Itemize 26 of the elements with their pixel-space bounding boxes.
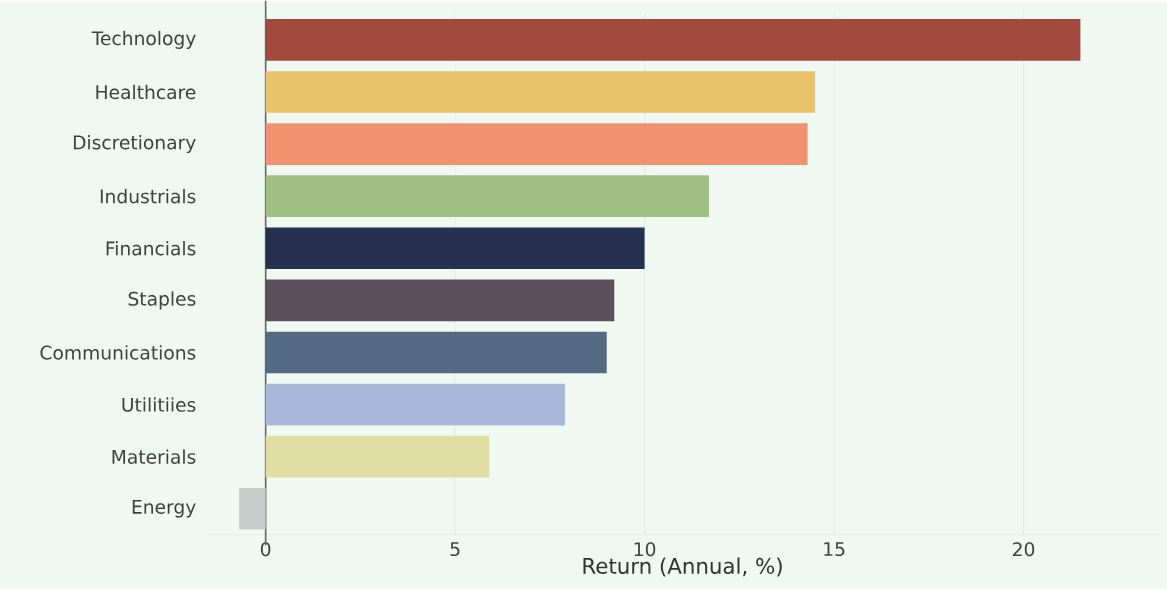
- y-tick-label: Utilitiies: [122, 397, 196, 412]
- y-tick-label: Discretionary: [73, 135, 196, 154]
- x-tick-label: 20: [1013, 542, 1035, 557]
- bar: [239, 488, 266, 530]
- x-tick-label: 10: [634, 542, 656, 557]
- y-tick-label: Technology: [91, 30, 196, 50]
- bar: [265, 175, 710, 218]
- bar: [265, 383, 566, 426]
- x-tick-label: 5: [450, 542, 460, 557]
- bar: [265, 71, 816, 113]
- y-tick-label: Industrials: [100, 189, 196, 204]
- x-tick-label: 15: [824, 542, 845, 557]
- y-tick-label: Staples: [128, 291, 196, 310]
- bar: [265, 227, 645, 270]
- bar: [265, 435, 490, 478]
- x-tick-label: 0: [260, 542, 271, 557]
- x-axis-title: Return (Annual, %): [583, 557, 782, 577]
- bar: [265, 331, 607, 374]
- y-tick-label: Materials: [112, 449, 196, 464]
- y-tick-label: Healthcare: [96, 84, 196, 100]
- y-tick-label: Energy: [132, 500, 196, 518]
- y-tick-label: Financials: [106, 241, 196, 256]
- bar: [265, 123, 808, 166]
- bar: [265, 19, 1081, 61]
- bar: [265, 279, 615, 322]
- y-tick-label: Communications: [40, 345, 196, 360]
